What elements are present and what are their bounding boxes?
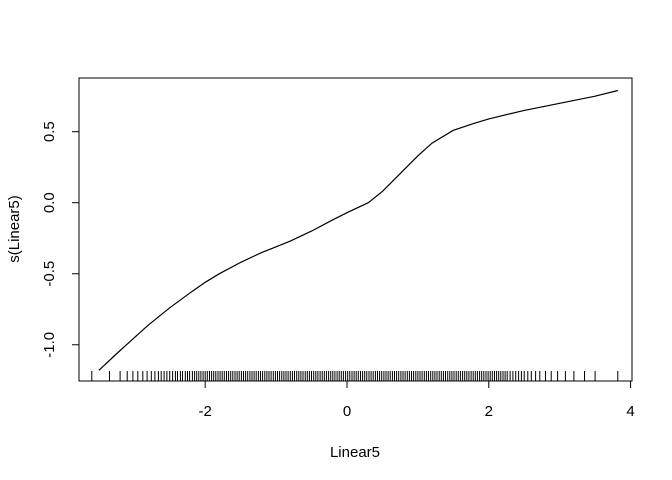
- y-tick-label: 0.0: [41, 192, 58, 213]
- rug-layer: [91, 371, 619, 381]
- y-tick-label: 0.5: [41, 121, 58, 142]
- x-tick-label: 4: [626, 403, 634, 420]
- plot-frame: [78, 77, 633, 382]
- x-tick-label: 2: [485, 403, 493, 420]
- y-tick-label: -1.0: [41, 332, 58, 358]
- x-tick-label: -2: [199, 403, 212, 420]
- x-axis: -2 0 2 4: [199, 380, 635, 420]
- y-axis-label: s(Linear5): [6, 195, 23, 263]
- smooth-curve: [98, 89, 618, 371]
- y-axis: -1.0 -0.5 0.0 0.5: [41, 121, 80, 358]
- y-tick-label: -0.5: [41, 261, 58, 287]
- x-tick-label: 0: [343, 403, 351, 420]
- x-axis-label: Linear5: [330, 444, 380, 461]
